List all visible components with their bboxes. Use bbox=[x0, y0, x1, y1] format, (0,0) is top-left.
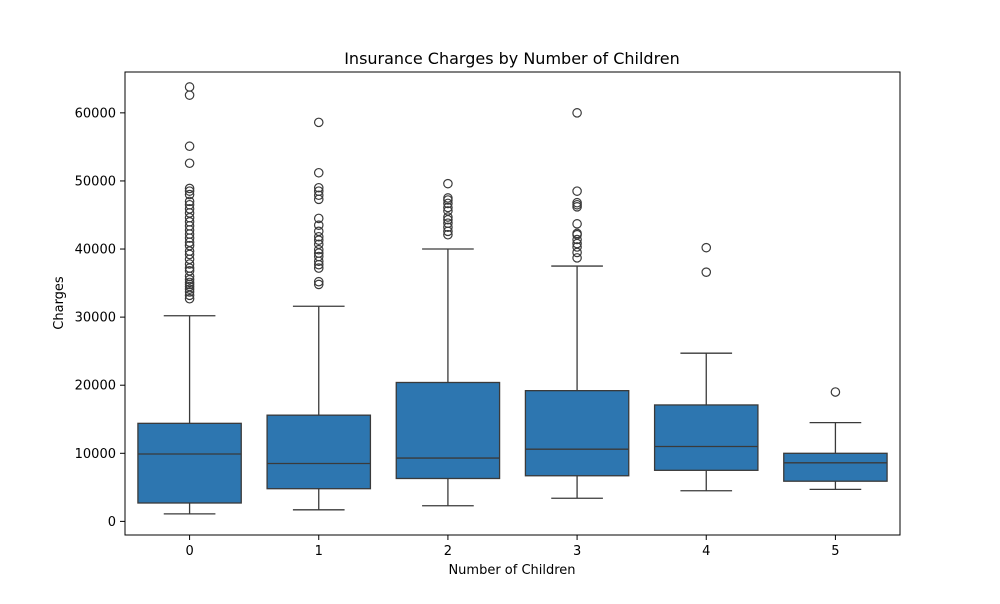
outlier-point bbox=[572, 219, 582, 229]
x-axis: 0 1 2 3 4 5 bbox=[185, 535, 840, 559]
outlier-point bbox=[184, 186, 195, 196]
plot-area bbox=[137, 82, 888, 515]
outlier-point bbox=[572, 242, 582, 252]
outlier-point bbox=[572, 186, 582, 196]
outlier-point bbox=[184, 82, 195, 92]
x-tick-label: 2 bbox=[444, 544, 452, 559]
box-group-0 bbox=[137, 82, 242, 515]
outlier-point bbox=[184, 90, 195, 100]
outlier-point bbox=[572, 234, 582, 245]
outlier-point bbox=[443, 222, 453, 233]
outlier-point bbox=[443, 212, 453, 222]
outlier-point bbox=[313, 244, 324, 255]
x-tick-label: 5 bbox=[831, 544, 839, 559]
y-tick-label: 50000 bbox=[75, 174, 116, 189]
box-group-4 bbox=[653, 242, 759, 492]
outlier-point bbox=[701, 267, 712, 277]
outlier-point bbox=[184, 266, 195, 276]
outlier-point bbox=[184, 141, 195, 152]
outlier-point bbox=[572, 108, 582, 118]
outlier-point bbox=[313, 263, 324, 273]
outlier-point bbox=[313, 251, 324, 262]
outlier-point bbox=[313, 186, 324, 196]
outlier-point bbox=[443, 202, 453, 213]
y-tick-label: 0 bbox=[108, 515, 116, 530]
outlier-point bbox=[313, 167, 324, 178]
chart-title: Insurance Charges by Number of Children bbox=[344, 49, 680, 68]
axes-frame bbox=[124, 71, 901, 536]
outlier-point bbox=[313, 231, 324, 242]
outlier-point bbox=[443, 229, 453, 240]
outlier-point bbox=[313, 220, 324, 230]
outlier-point bbox=[313, 117, 324, 128]
x-tick-label: 1 bbox=[315, 544, 323, 559]
x-tick-label: 3 bbox=[573, 544, 581, 559]
x-tick-label: 0 bbox=[185, 544, 193, 559]
outlier-point bbox=[313, 276, 324, 287]
outlier-point bbox=[184, 196, 195, 207]
box-group-1 bbox=[266, 117, 372, 511]
outlier-point bbox=[572, 199, 582, 210]
outlier-point bbox=[572, 228, 582, 239]
outlier-point bbox=[313, 190, 324, 201]
y-tick-label: 10000 bbox=[75, 447, 116, 462]
outlier-point bbox=[443, 206, 453, 216]
outlier-point bbox=[443, 178, 453, 189]
y-tick-label: 30000 bbox=[75, 311, 116, 326]
y-axis-label: Charges bbox=[52, 276, 67, 330]
outlier-point bbox=[830, 387, 841, 397]
iqr-box bbox=[137, 422, 242, 504]
box-group-2 bbox=[395, 178, 501, 507]
iqr-box bbox=[524, 390, 630, 477]
outlier-point bbox=[184, 287, 195, 297]
outlier-point bbox=[572, 197, 582, 208]
y-tick-label: 40000 bbox=[75, 243, 116, 258]
outlier-point bbox=[443, 198, 453, 209]
outlier-point bbox=[313, 213, 324, 224]
outlier-point bbox=[313, 239, 324, 250]
outlier-point bbox=[313, 182, 324, 193]
outlier-point bbox=[184, 158, 195, 169]
y-tick-label: 60000 bbox=[75, 106, 116, 121]
outlier-point bbox=[184, 183, 195, 194]
outlier-point bbox=[443, 193, 453, 203]
outlier-point bbox=[701, 242, 712, 253]
x-axis-label: Number of Children bbox=[448, 563, 575, 578]
outlier-point bbox=[184, 199, 195, 210]
box-group-5 bbox=[783, 387, 888, 491]
iqr-box bbox=[653, 404, 759, 471]
outlier-point bbox=[572, 253, 582, 263]
outlier-point bbox=[184, 284, 195, 295]
outlier-point bbox=[184, 204, 195, 214]
iqr-box bbox=[395, 381, 501, 480]
outlier-point bbox=[313, 226, 324, 237]
outlier-point bbox=[184, 277, 195, 288]
iqr-box bbox=[783, 452, 888, 482]
x-tick-label: 4 bbox=[702, 544, 710, 559]
y-tick-label: 20000 bbox=[75, 379, 116, 394]
outlier-point bbox=[184, 240, 195, 251]
outlier-point bbox=[443, 218, 453, 228]
outlier-point bbox=[184, 293, 195, 304]
outlier-point bbox=[313, 279, 324, 290]
box-group-3 bbox=[524, 108, 630, 499]
outlier-point bbox=[184, 259, 195, 269]
y-axis: 0 10000 20000 30000 40000 50000 60000 bbox=[75, 106, 125, 530]
iqr-box bbox=[266, 414, 372, 490]
outlier-point bbox=[184, 189, 195, 200]
